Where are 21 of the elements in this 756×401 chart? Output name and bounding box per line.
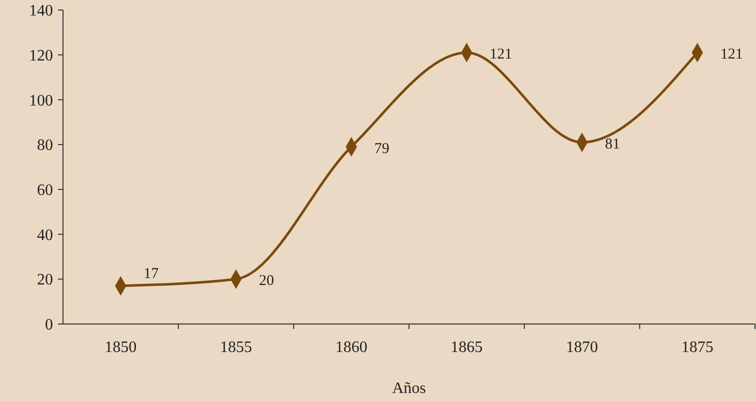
x-tick-label: 1860 <box>335 339 368 356</box>
y-tick-label: 40 <box>37 226 53 244</box>
y-tick-label: 0 <box>45 316 53 334</box>
y-tick-label: 20 <box>37 272 53 289</box>
x-tick-label: 1870 <box>566 339 598 356</box>
x-tick-label: 1865 <box>450 339 483 356</box>
data-label: 79 <box>374 140 390 157</box>
x-axis-title: Años <box>392 380 426 397</box>
data-label: 121 <box>490 46 512 63</box>
data-label: 121 <box>720 46 743 63</box>
data-label: 81 <box>605 136 620 152</box>
y-tick-label: 80 <box>37 137 53 154</box>
y-tick-label: 120 <box>29 47 53 64</box>
data-label: 20 <box>259 273 274 290</box>
x-tick-label: 1875 <box>681 339 714 356</box>
x-tick-label: 1855 <box>220 339 252 356</box>
data-label: 17 <box>144 266 160 282</box>
y-tick-label: 60 <box>37 182 53 200</box>
y-tick-label: 140 <box>29 2 53 20</box>
x-tick-label: 1850 <box>104 339 137 356</box>
y-tick-label: 100 <box>29 92 53 110</box>
